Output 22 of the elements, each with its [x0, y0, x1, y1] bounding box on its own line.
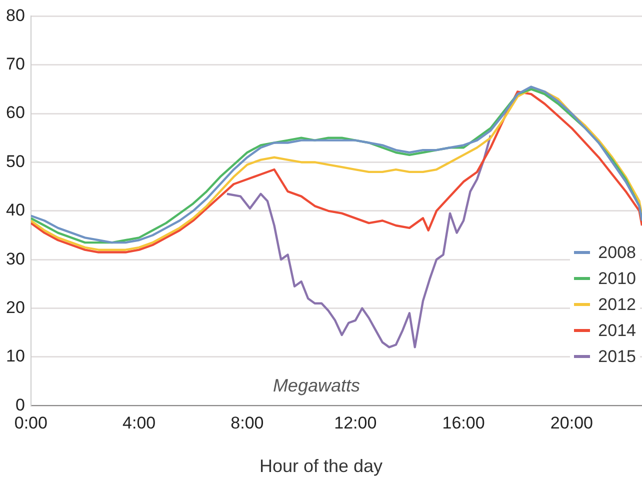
y-tick-label: 20 [6, 298, 25, 317]
x-tick-label: 4:00 [122, 413, 156, 432]
y-tick-label: 60 [6, 103, 25, 122]
annotation: Megawatts [272, 376, 360, 396]
x-axis-title: Hour of the day [258, 456, 384, 477]
x-tick-label: 16:00 [442, 413, 485, 432]
y-tick-label: 30 [6, 249, 25, 268]
legend-label: 2010 [597, 268, 636, 289]
y-tick-label: 10 [6, 346, 25, 366]
x-tick-label: 0:00 [14, 413, 48, 432]
y-tick-label: 80 [6, 6, 25, 25]
x-tick-label: 8:00 [230, 413, 264, 432]
y-tick-label: 70 [6, 54, 25, 74]
y-tick-label: 50 [6, 152, 25, 171]
x-tick-label: 20:00 [550, 413, 593, 432]
legend-label: 2008 [597, 242, 636, 263]
y-tick-label: 0 [15, 395, 25, 414]
legend-label: 2014 [597, 320, 636, 341]
x-tick-label: 12:00 [334, 413, 377, 432]
y-tick-label: 40 [6, 200, 25, 220]
legend-label: 2012 [597, 294, 636, 315]
legend-label: 2015 [597, 346, 636, 367]
